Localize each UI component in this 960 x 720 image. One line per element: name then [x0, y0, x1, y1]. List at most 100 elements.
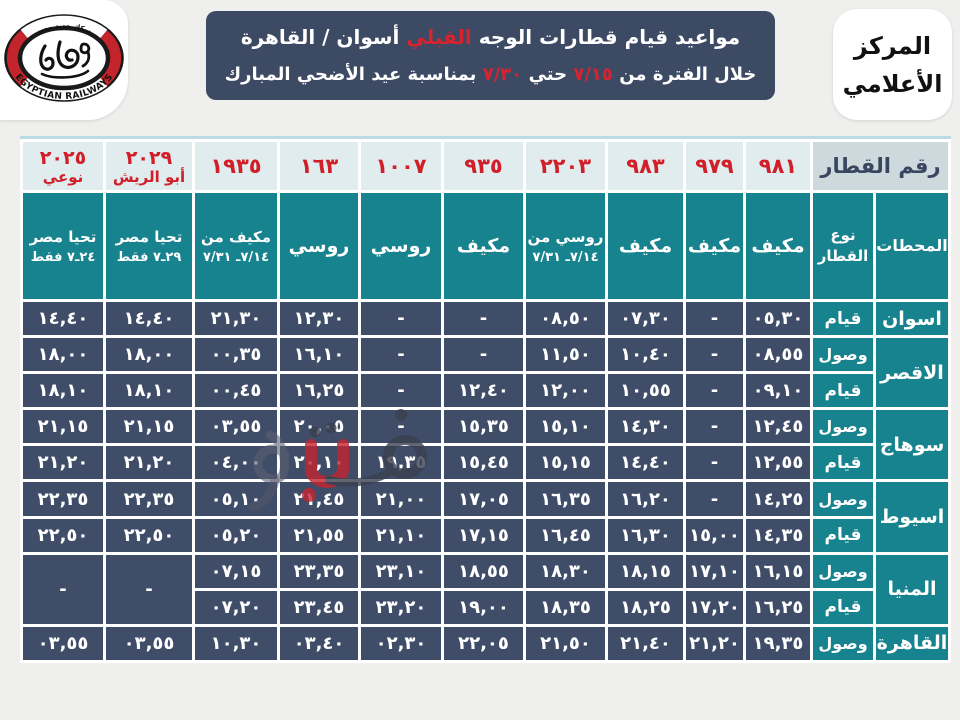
train-type-cell: مكيف: [746, 193, 810, 299]
stations-header: المحطات: [876, 193, 948, 299]
title-banner: مواعيد قيام قطارات الوجه القبلي أسوان / …: [206, 11, 775, 100]
dash-cell: -: [361, 410, 441, 444]
railways-logo-card: سكك حديد مصر EGYPTIAN RAILWAYS: [0, 0, 128, 120]
train-name: أبو الريش: [112, 167, 186, 186]
train-types-header-row: المحطات نوع القطار مكيف مكيف مكيف روسي من ٧/١٤…: [23, 193, 948, 299]
train-number: ١٦٣: [299, 154, 339, 178]
time-cell: ٢١,٥٠: [526, 626, 605, 660]
title-line-2: خلال الفترة من ٧/١٥ حتي ٧/٣٠ بمناسبة عيد…: [206, 56, 775, 93]
dash-cell: -: [686, 374, 743, 408]
time-cell: ١١,٥٠: [526, 338, 605, 372]
title-line1-pre: مواعيد قيام قطارات الوجه: [478, 24, 741, 49]
time-cell: ٢٣,٢٠: [361, 590, 441, 624]
time-cell: ١٩,٣٥: [746, 626, 810, 660]
train-name: نوعي: [42, 167, 84, 186]
train-type-line: ٧/١٤ـ ٧/٣١: [202, 249, 270, 265]
time-cell: ٢١,٢٠: [686, 626, 743, 660]
station-cell: اسيوط: [876, 482, 948, 552]
time-cell: ١٨,٠٠: [106, 338, 192, 372]
time-cell: ١٧,٢٠: [686, 590, 743, 624]
title-line2-date1: ٧/١٥: [573, 63, 613, 85]
train-type-line: ٧/١٤ـ ٧/٣١: [532, 249, 599, 265]
train-type-cell: روسي من ٧/١٤ـ ٧/٣١: [526, 193, 605, 299]
train-type-cell: مكيف من ٧/١٤ـ ٧/٣١: [195, 193, 277, 299]
title-line1-highlight: القبلي: [406, 24, 472, 49]
timetable-row: قيام ١٤,٣٥ ١٥,٠٠ ١٦,٣٠ ١٦,٤٥ ١٧,١٥ ٢١,١٠ ٢١,٥٥ ٠…: [23, 518, 948, 552]
timetable-row: الاقصر وصول ٠٨,٥٥-١٠,٤٠ ١١,٥٠- -١٦,١٠ ٠٠,٣٥ ١٨…: [23, 338, 948, 408]
time-cell: ١٩,٠٠: [444, 590, 523, 624]
direction-cell: قيام: [813, 302, 873, 336]
time-cell: ٢١,١٥: [23, 410, 103, 444]
time-cell: ١٤,٢٥: [746, 482, 810, 516]
timetable-row: قيام ٠٩,١٠-١٠,٥٥ ١٢,٠٠ ١٢,٤٠-١٦,٢٥ ٠٠,٤٥ ١٨,١…: [23, 374, 948, 408]
direction-cell: قيام: [813, 518, 873, 552]
time-cell: ٢١,١٥: [106, 410, 192, 444]
time-cell: ٢٠,٠٥: [280, 410, 358, 444]
train-numbers-header-row: رقم القطار ٩٨١ ٩٧٩ ٩٨٣ ٢٢٠٣ ٩٣٥ ١٠٠٧ ١٦٣ ١٩٣٥ ٢٠٢…: [23, 142, 948, 190]
dash-cell: -: [361, 302, 441, 336]
time-cell: ٠٥,٣٠: [746, 302, 810, 336]
time-cell: ١٨,٣٥: [526, 590, 605, 624]
time-cell: ٠٨,٥٠: [526, 302, 605, 336]
train-type-line: مكيف: [618, 235, 673, 257]
dash-cell: -: [686, 482, 743, 516]
time-cell: ٠٣,٥٥: [106, 626, 192, 660]
time-cell: ٠٥,١٠: [195, 482, 277, 516]
train-type-line: مكيف: [456, 235, 511, 257]
train-type-cell: مكيف: [686, 193, 743, 299]
time-cell: ٠٢,٣٠: [361, 626, 441, 660]
time-cell: ٢١,٥٥: [280, 518, 358, 552]
corner-train-number-label: رقم القطار: [813, 142, 948, 190]
time-cell: ٢١,٤٥: [280, 482, 358, 516]
media-center-badge: المركز الأعلامي: [833, 9, 952, 120]
direction-cell: قيام: [813, 446, 873, 480]
train-type-cell: مكيف: [444, 193, 523, 299]
station-cell: اسوان: [876, 302, 948, 336]
time-cell: ١٠,٤٠: [608, 338, 683, 372]
title-line1-post: أسوان / القاهرة: [240, 24, 400, 49]
train-number-cell: ٩٣٥: [444, 142, 523, 190]
time-cell: ٠٤,٠٠: [195, 446, 277, 480]
time-cell: ٢٢,٥٠: [23, 518, 103, 552]
timetable-row: اسيوط وصول ١٤,٢٥-١٦,٢٠ ١٦,٣٥ ١٧,٠٥ ٢١,٠٠ ٢١,٤٥…: [23, 482, 948, 552]
train-number: ١٠٠٧: [375, 154, 427, 178]
time-cell: ٢٢,٣٥: [106, 482, 192, 516]
time-cell: ١٢,٥٥: [746, 446, 810, 480]
time-cell: ١٦,٢٥: [280, 374, 358, 408]
time-cell: ١٥,٠٠: [686, 518, 743, 552]
timetable-row: اسوان قيام ٠٥,٣٠-٠٧,٣٠ ٠٨,٥٠- -١٢,٣٠ ٢١,٣٠ ١٤,…: [23, 302, 948, 336]
timetable-table: رقم القطار ٩٨١ ٩٧٩ ٩٨٣ ٢٢٠٣ ٩٣٥ ١٠٠٧ ١٦٣ ١٩٣٥ ٢٠٢…: [20, 139, 951, 663]
train-number-cell: ٢٠٢٩ أبو الريش: [106, 142, 192, 190]
time-cell: ٠٧,٣٠: [608, 302, 683, 336]
time-cell: ١٦,٣٥: [526, 482, 605, 516]
time-cell: ١٢,٤٥: [746, 410, 810, 444]
time-cell: ١٦,٢٥: [746, 590, 810, 624]
train-type-line: روسي من: [527, 227, 604, 246]
time-cell: ١٦,٤٥: [526, 518, 605, 552]
direction-cell: وصول: [813, 554, 873, 588]
egyptian-railways-logo-icon: سكك حديد مصر EGYPTIAN RAILWAYS: [4, 14, 124, 102]
train-number: ١٩٣٥: [210, 154, 262, 178]
timetable-row: المنيا وصول ١٦,١٥ ١٧,١٠ ١٨,١٥ ١٨,٣٠ ١٨,٥٥ ٢٣,١٠…: [23, 554, 948, 624]
time-cell: ٢١,٤٠: [608, 626, 683, 660]
train-type-line: ٢٤ـ٧ فقط: [30, 249, 96, 265]
dash-cell: -: [106, 554, 192, 624]
time-cell: ١٤,٤٠: [23, 302, 103, 336]
time-cell: ٢٢,٣٥: [23, 482, 103, 516]
time-cell: ١٦,٣٠: [608, 518, 683, 552]
dash-cell: -: [361, 374, 441, 408]
timetable-row: قيام ١٢,٥٥-١٤,٤٠ ١٥,١٥ ١٥,٤٥ ١٩,٣٥ ٢٠,١٠ ٠٤,٠٠…: [23, 446, 948, 480]
train-number: ٩٨١: [758, 154, 798, 178]
time-cell: ١٤,٤٠: [106, 302, 192, 336]
timetable-row: سوهاج وصول ١٢,٤٥-١٤,٣٠ ١٥,١٠ ١٥,٣٥-٢٠,٠٥ ٠٣,٥…: [23, 410, 948, 480]
title-line2-mid: حتي: [528, 63, 568, 85]
dash-cell: -: [444, 302, 523, 336]
time-cell: ١٥,٣٥: [444, 410, 523, 444]
train-number-cell: ١٦٣: [280, 142, 358, 190]
time-cell: ١٤,٣٠: [608, 410, 683, 444]
time-cell: ٢٢,٠٥: [444, 626, 523, 660]
station-cell: المنيا: [876, 554, 948, 624]
media-center-line1: المركز: [853, 31, 932, 60]
station-cell: القاهرة: [876, 626, 948, 660]
